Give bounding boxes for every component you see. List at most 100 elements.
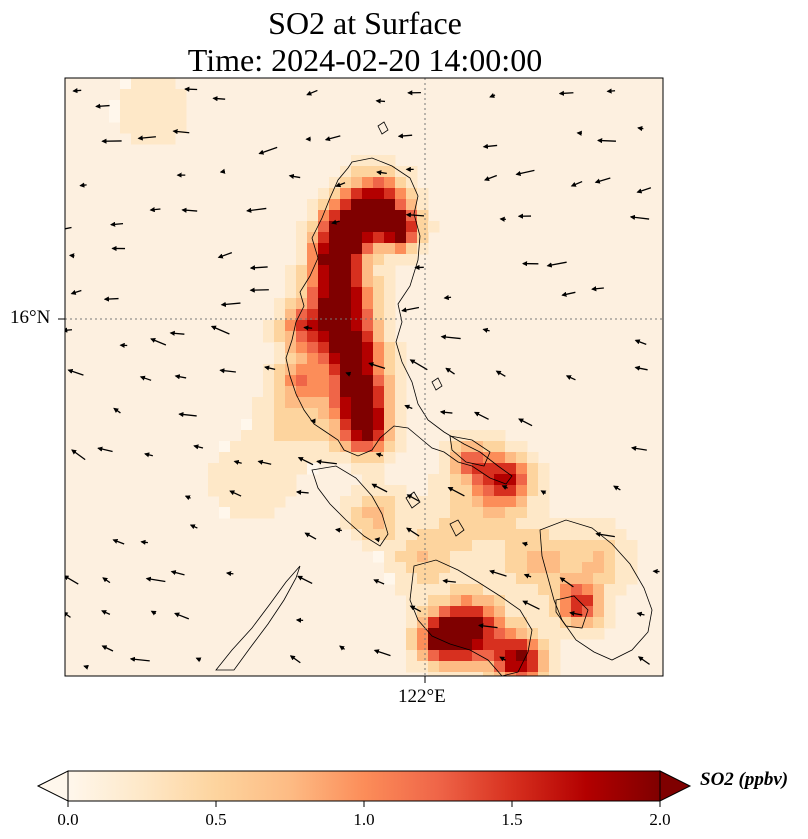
so2-cell: [527, 573, 539, 585]
so2-cell: [340, 397, 352, 409]
cb-tick-label-0: 0.0: [57, 810, 79, 829]
so2-cell: [230, 485, 242, 497]
wind-arrow: [335, 527, 342, 533]
wind-arrow: [170, 570, 185, 576]
so2-cell: [538, 672, 550, 676]
so2-cell: [395, 243, 407, 255]
so2-cell: [395, 188, 407, 200]
so2-cell: [560, 540, 572, 552]
so2-cell: [439, 606, 451, 618]
so2-cell: [274, 430, 286, 442]
so2-cell: [450, 463, 462, 475]
so2-cell: [439, 628, 451, 640]
wind-arrow: [636, 187, 652, 194]
so2-cell: [472, 650, 484, 662]
so2-cell: [219, 485, 231, 497]
so2-cell: [604, 562, 616, 574]
wind-arrow: [569, 610, 583, 617]
so2-cell: [120, 89, 132, 101]
so2-cell: [472, 441, 484, 453]
so2-cell: [307, 375, 319, 387]
so2-cell: [461, 430, 473, 442]
wind-arrow: [335, 182, 346, 188]
so2-cell: [549, 584, 561, 596]
so2-cell: [406, 573, 418, 585]
wind-arrow: [129, 656, 150, 662]
coastline-luzon: [285, 157, 513, 485]
so2-cell: [340, 298, 352, 310]
so2-cell: [483, 672, 495, 676]
so2-cell: [285, 309, 297, 321]
so2-cell: [461, 540, 473, 552]
so2-cell: [384, 452, 396, 464]
so2-cell: [604, 573, 616, 585]
so2-cell: [263, 375, 275, 387]
so2-cell: [263, 419, 275, 431]
so2-cell: [285, 342, 297, 354]
coastline-bohol-cebu: [555, 595, 589, 629]
so2-cell: [483, 617, 495, 629]
wind-arrow: [409, 605, 422, 613]
so2-cell: [439, 485, 451, 497]
so2-cell: [318, 188, 330, 200]
so2-cell: [362, 331, 374, 343]
wind-arrow: [559, 577, 574, 588]
wind-arrow: [484, 174, 498, 181]
so2-cell: [362, 463, 374, 475]
so2-cell: [142, 133, 154, 145]
so2-cell: [604, 529, 616, 541]
so2-cell: [516, 474, 528, 486]
so2-cell: [494, 430, 506, 442]
so2-cell: [274, 441, 286, 453]
so2-cell: [516, 661, 528, 673]
so2-cell: [318, 265, 330, 277]
so2-cell: [582, 617, 594, 629]
wind-arrow: [210, 325, 230, 335]
so2-cell: [505, 551, 517, 563]
so2-cell: [472, 672, 484, 676]
so2-cell: [131, 122, 143, 134]
so2-cell: [285, 375, 297, 387]
wind-arrow: [220, 301, 241, 307]
so2-cell: [362, 540, 374, 552]
so2-cell: [549, 650, 561, 662]
wind-arrow: [257, 459, 272, 465]
wind-arrow: [489, 569, 507, 577]
so2-cell: [340, 320, 352, 332]
so2-cell: [395, 254, 407, 266]
so2-cell: [252, 397, 264, 409]
so2-cell: [373, 254, 385, 266]
so2-cell: [307, 364, 319, 376]
so2-cell: [351, 430, 363, 442]
so2-cell: [384, 232, 396, 244]
so2-cell: [593, 573, 605, 585]
so2-cell: [450, 518, 462, 530]
so2-cell: [351, 166, 363, 178]
so2-cell: [472, 518, 484, 530]
so2-cell: [450, 606, 462, 618]
wind-arrow: [189, 524, 198, 530]
so2-cell: [439, 441, 451, 453]
wind-arrow: [376, 170, 387, 176]
so2-cell: [439, 529, 451, 541]
coastline-islet-2: [431, 377, 443, 391]
cb-tick-label-2: 1.0: [353, 810, 375, 829]
colorbar-gradient: [67, 770, 661, 802]
so2-cell: [406, 584, 418, 596]
so2-cell: [505, 617, 517, 629]
so2-cell: [450, 507, 462, 519]
so2-cell: [593, 518, 605, 530]
so2-cell: [538, 507, 550, 519]
so2-cell: [527, 474, 539, 486]
so2-cell: [252, 408, 264, 420]
so2-cell: [340, 364, 352, 376]
so2-cell: [538, 573, 550, 585]
so2-cell: [307, 430, 319, 442]
so2-cell: [538, 551, 550, 563]
so2-cell: [373, 232, 385, 244]
so2-cell: [340, 419, 352, 431]
so2-cell: [329, 265, 341, 277]
so2-cell: [615, 573, 627, 585]
so2-cell: [538, 474, 550, 486]
so2-cell: [384, 276, 396, 288]
